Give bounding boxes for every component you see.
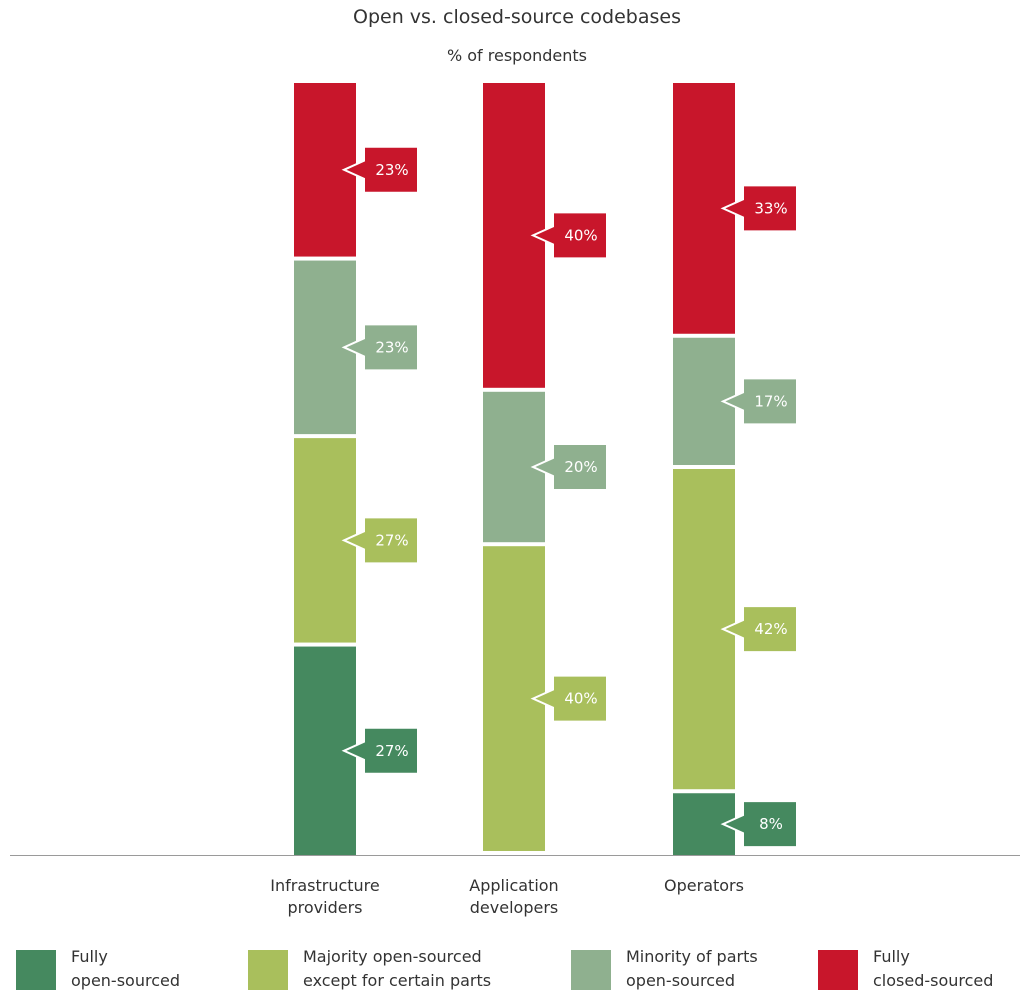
svg-text:40%: 40% <box>564 690 597 708</box>
legend-label-line: Fully <box>873 947 910 966</box>
legend-label: Fully closed-sourced <box>873 945 1034 993</box>
svg-text:17%: 17% <box>754 392 787 410</box>
data-label-application-developers-minority-open: 20% <box>530 443 608 491</box>
data-label-operators-fully-open: 8% <box>720 800 798 849</box>
category-label-line: providers <box>287 898 363 917</box>
svg-text:40%: 40% <box>564 226 597 244</box>
data-label-operators-minority-open: 17% <box>720 377 798 426</box>
category-label-line: developers <box>469 898 559 917</box>
legend-swatch <box>818 950 858 990</box>
legend-label-line: open-sourced <box>626 971 735 990</box>
legend-swatch <box>571 950 611 990</box>
category-label-line: Application <box>469 876 559 895</box>
legend-swatch <box>248 950 288 990</box>
legend-label-line: Majority open-sourced <box>303 947 482 966</box>
legend-label: Fully open-sourced <box>71 945 331 993</box>
svg-text:23%: 23% <box>375 338 408 356</box>
svg-text:23%: 23% <box>375 161 408 179</box>
svg-text:42%: 42% <box>754 620 787 638</box>
category-label-operators: Operators <box>609 875 799 897</box>
svg-text:27%: 27% <box>375 742 408 760</box>
legend-label-line: Fully <box>71 947 108 966</box>
legend-label-line: Minority of parts <box>626 947 758 966</box>
category-label-line: Operators <box>664 876 744 895</box>
legend-label-line: except for certain parts <box>303 971 492 990</box>
data-label-operators-majority-open: 42% <box>720 605 798 654</box>
category-label-application-developers: Application developers <box>419 875 609 919</box>
category-label-line: Infrastructure <box>270 876 380 895</box>
legend-label: Majority open-sourced except for certain … <box>303 945 563 993</box>
data-label-application-developers-majority-open: 40% <box>530 674 608 723</box>
legend-label-line: closed-sourced <box>873 971 994 990</box>
stacked-bar-chart: 27% 27% 23% 23% 40% 20% 40% 8% 42% 17% 33% <box>10 83 1020 856</box>
data-label-infrastructure-providers-minority-open: 23% <box>341 323 419 372</box>
chart-subtitle: % of respondents <box>446 46 588 65</box>
legend-label: Minority of parts open-sourced <box>626 945 886 993</box>
data-label-application-developers-fully-closed: 40% <box>530 211 608 260</box>
category-label-infrastructure-providers: Infrastructure providers <box>230 875 420 919</box>
svg-text:20%: 20% <box>564 458 597 476</box>
svg-text:8%: 8% <box>759 815 783 833</box>
data-label-infrastructure-providers-majority-open: 27% <box>341 516 419 565</box>
svg-text:33%: 33% <box>754 199 787 217</box>
data-label-infrastructure-providers-fully-open: 27% <box>341 726 419 775</box>
data-label-infrastructure-providers-fully-closed: 23% <box>341 145 419 194</box>
svg-text:27%: 27% <box>375 531 408 549</box>
legend-label-line: open-sourced <box>71 971 180 990</box>
legend-swatch <box>16 950 56 990</box>
chart-title: Open vs. closed-source codebases <box>352 6 681 28</box>
data-label-operators-fully-closed: 33% <box>720 184 798 233</box>
